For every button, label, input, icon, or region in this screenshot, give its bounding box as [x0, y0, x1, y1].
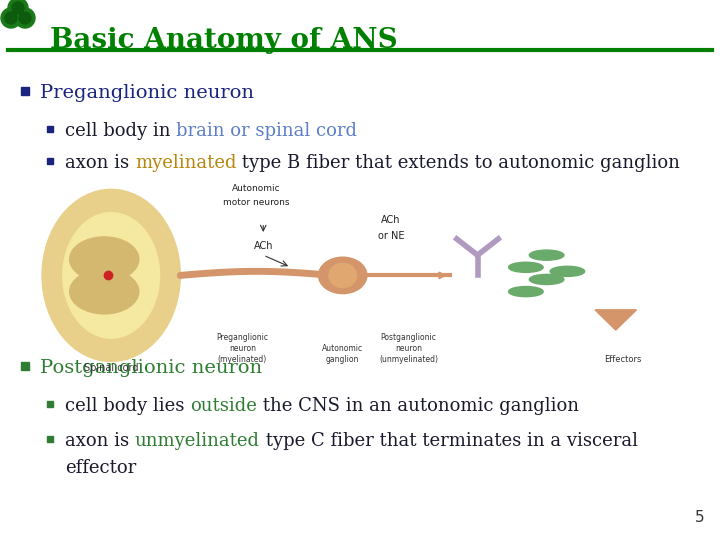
Text: effector: effector	[65, 459, 136, 477]
Text: type B fiber that extends to autonomic ganglion: type B fiber that extends to autonomic g…	[236, 154, 680, 172]
Text: type C fiber that terminates in a visceral: type C fiber that terminates in a viscer…	[260, 432, 638, 450]
Text: Postganglionic neuron: Postganglionic neuron	[40, 359, 262, 377]
Text: or NE: or NE	[378, 231, 405, 241]
Text: motor neurons: motor neurons	[223, 199, 289, 207]
Circle shape	[8, 0, 28, 18]
Text: cell body in: cell body in	[65, 122, 176, 139]
Text: 5: 5	[696, 510, 705, 525]
Text: outside: outside	[190, 397, 257, 415]
Text: Postganglionic
neuron
(unmyelinated): Postganglionic neuron (unmyelinated)	[379, 333, 438, 365]
Text: Basic Anatomy of ANS: Basic Anatomy of ANS	[50, 27, 397, 54]
Circle shape	[508, 262, 543, 272]
Text: Autonomic
ganglion: Autonomic ganglion	[322, 345, 364, 364]
Circle shape	[12, 2, 24, 14]
Text: brain or spinal cord: brain or spinal cord	[176, 122, 357, 139]
Ellipse shape	[63, 213, 160, 338]
Text: cell body lies: cell body lies	[65, 397, 190, 415]
Text: Spinal cord: Spinal cord	[84, 362, 138, 373]
Text: axon is: axon is	[65, 432, 135, 450]
Text: Effectors: Effectors	[604, 355, 642, 364]
Text: ACh: ACh	[253, 241, 273, 251]
Circle shape	[19, 12, 31, 24]
Text: axon is: axon is	[65, 154, 135, 172]
Text: ACh: ACh	[382, 215, 401, 225]
Circle shape	[550, 266, 585, 276]
Ellipse shape	[318, 257, 367, 294]
Ellipse shape	[70, 237, 139, 281]
Text: the CNS in an autonomic ganglion: the CNS in an autonomic ganglion	[257, 397, 579, 415]
Text: Preganglionic
neuron
(myelinated): Preganglionic neuron (myelinated)	[217, 333, 269, 365]
Circle shape	[15, 8, 35, 28]
Text: Autonomic: Autonomic	[232, 184, 281, 193]
Ellipse shape	[42, 190, 180, 361]
Circle shape	[1, 8, 21, 28]
Circle shape	[529, 274, 564, 285]
Ellipse shape	[329, 264, 356, 287]
Polygon shape	[595, 310, 636, 330]
Circle shape	[508, 287, 543, 296]
Circle shape	[5, 12, 17, 24]
Text: unmyelinated: unmyelinated	[135, 432, 260, 450]
Circle shape	[529, 250, 564, 260]
Ellipse shape	[70, 269, 139, 314]
Text: myelinated: myelinated	[135, 154, 236, 172]
Text: Preganglionic neuron: Preganglionic neuron	[40, 84, 254, 102]
